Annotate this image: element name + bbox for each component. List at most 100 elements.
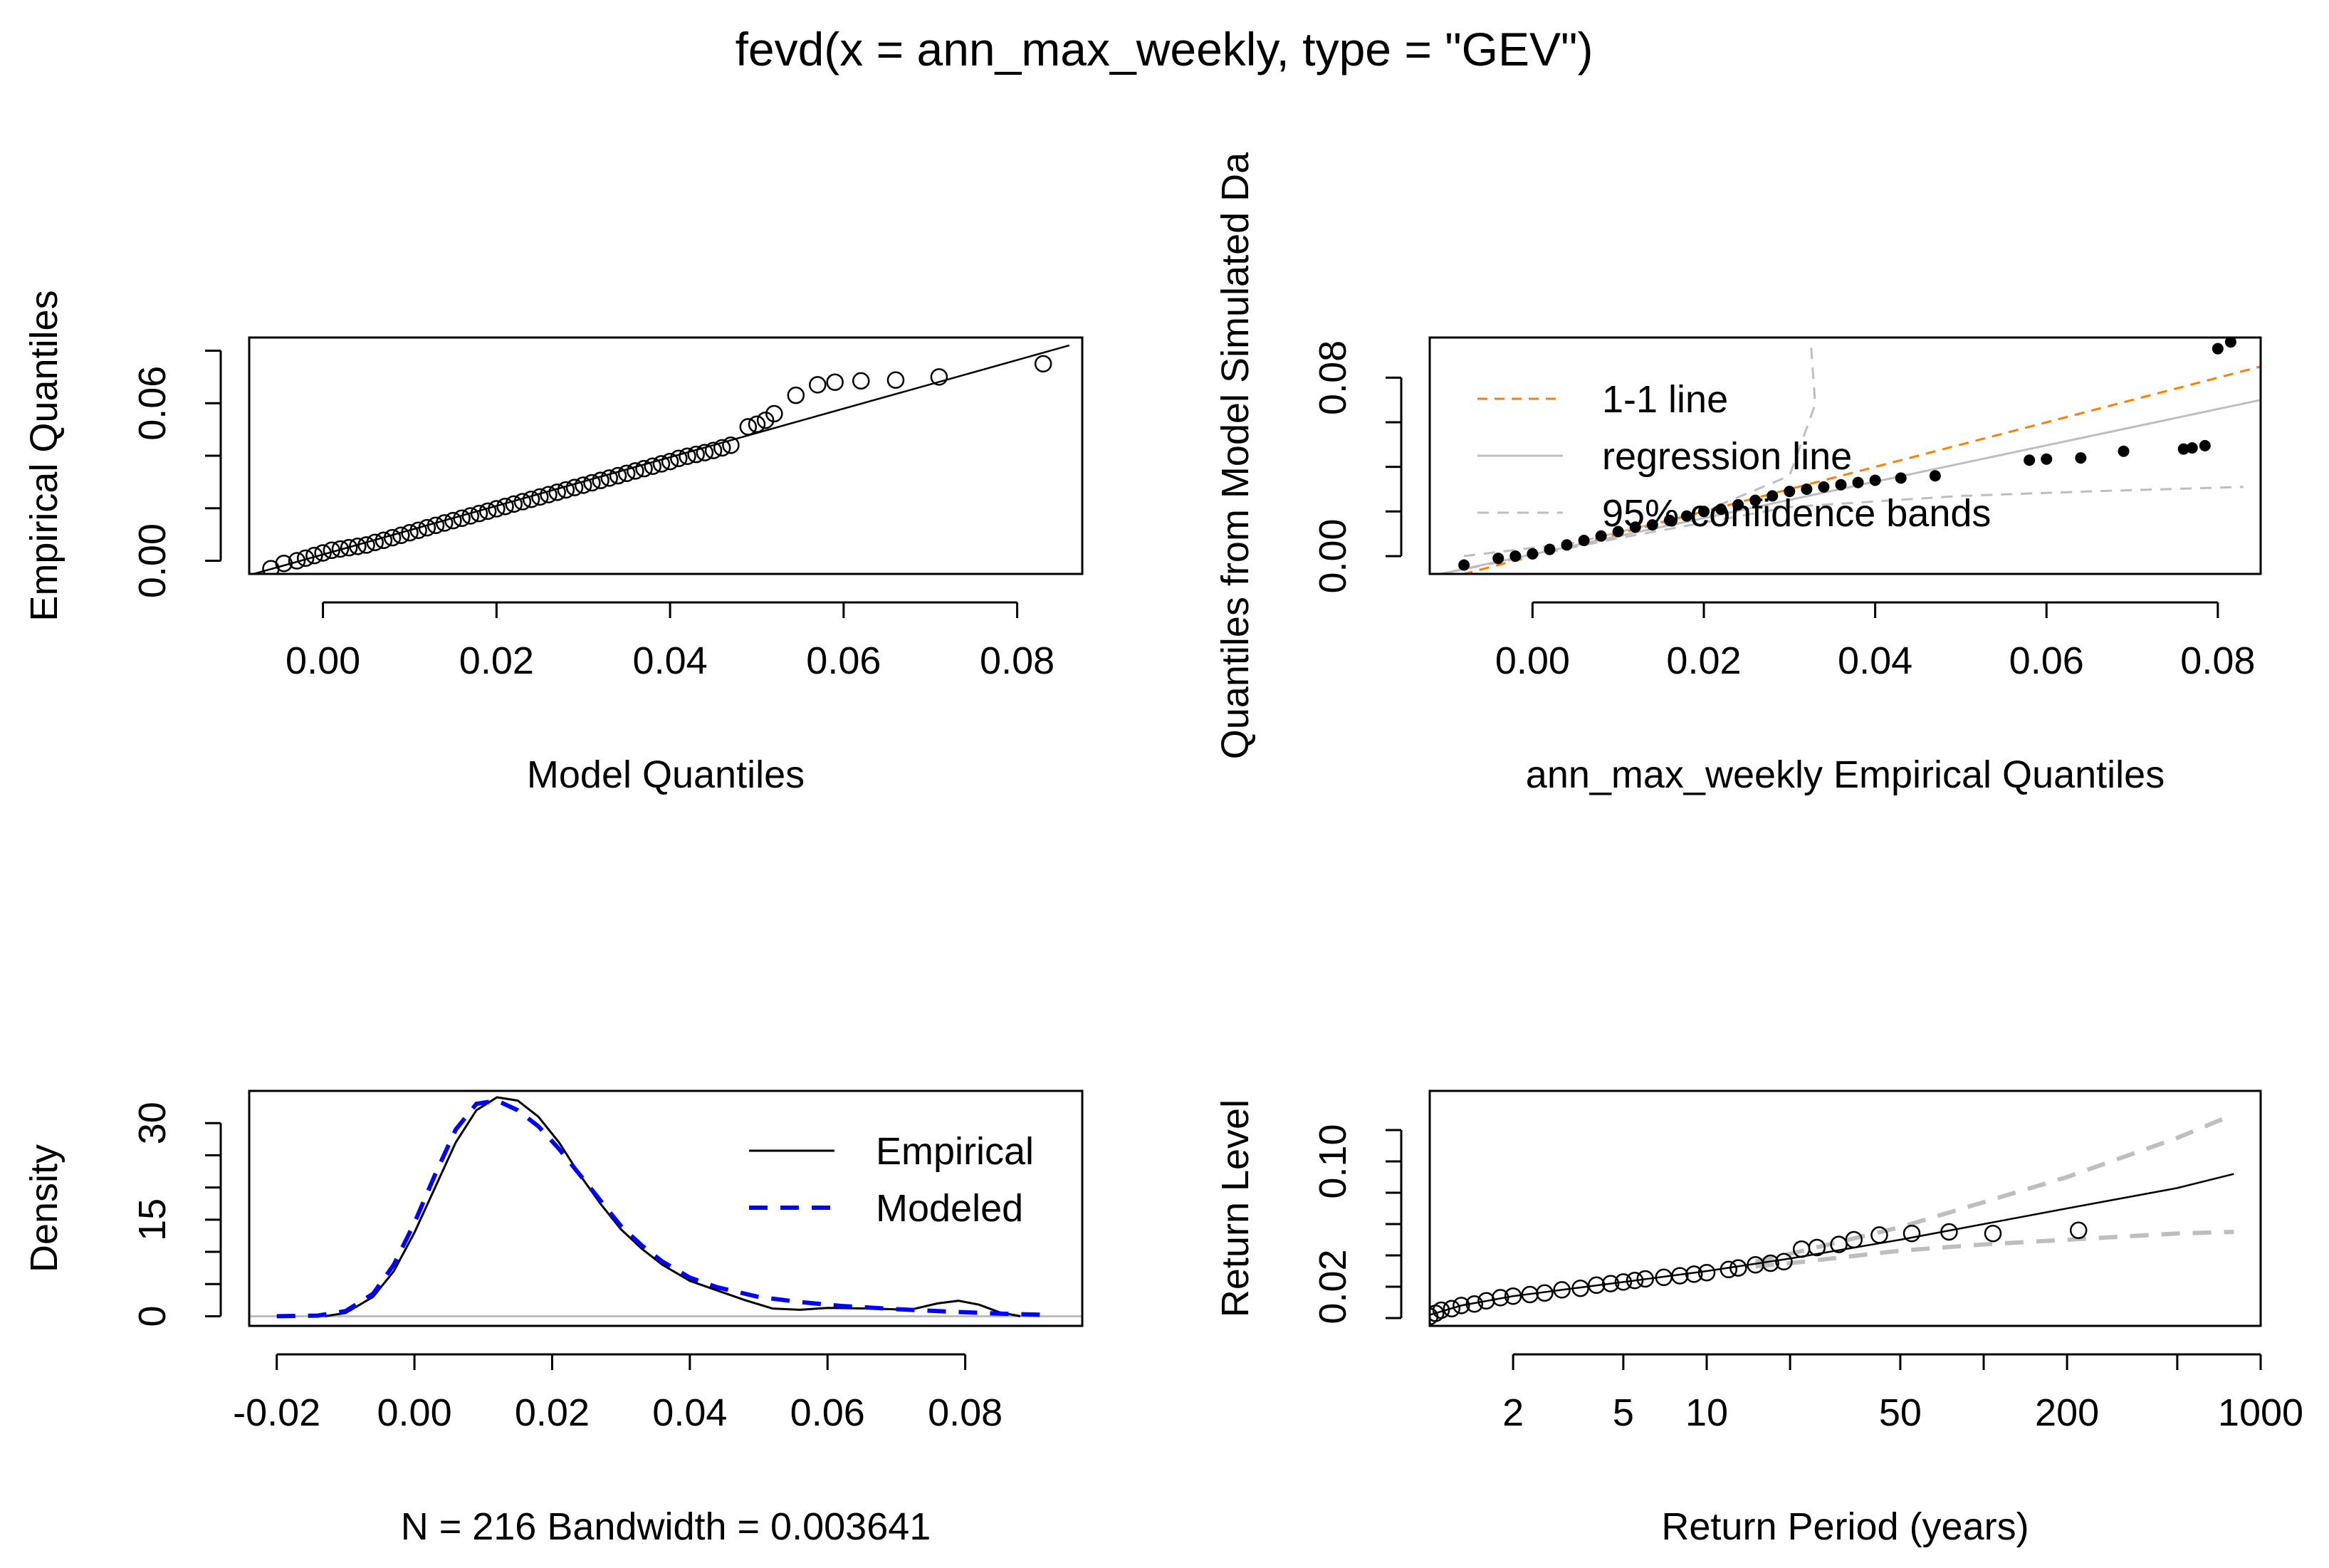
data-point (1801, 483, 1813, 495)
data-point (435, 514, 454, 532)
data-point (609, 466, 627, 485)
data-point (305, 546, 323, 565)
data-point (1697, 1263, 1716, 1282)
y-tick-label: 0.02 (1312, 1249, 1354, 1324)
data-point (1626, 1271, 1644, 1290)
data-point (1544, 543, 1556, 555)
x-tick-label: 50 (1879, 1391, 1922, 1434)
data-point (1940, 1223, 1958, 1241)
data-point (1749, 494, 1762, 506)
data-point (1697, 506, 1710, 518)
data-point (600, 469, 619, 487)
data-point (644, 457, 661, 476)
plot-frame (248, 1089, 1084, 1327)
data-point (574, 476, 592, 494)
data-point (1432, 1301, 1450, 1319)
ci-lower-line (1755, 1230, 2234, 1269)
data-point (1870, 1226, 1888, 1244)
data-point (331, 540, 350, 558)
panels: 0.00 0.02 0.04 0.06 0.08 0.00 0.06 Model Quanti… (23, 152, 2303, 1548)
data-point (357, 536, 375, 554)
x-axis: 0.00 0.02 0.04 0.06 0.08 (286, 601, 1054, 682)
data-point (565, 479, 584, 496)
x-tick-label: 0.04 (1838, 639, 1912, 682)
data-point (1636, 1270, 1654, 1288)
data-point (1629, 521, 1641, 533)
data-point (470, 504, 488, 523)
data-point (739, 418, 758, 436)
x-tick-label: 0.04 (633, 639, 708, 682)
panel-return_level: 2 5 10 50 200 1000 0.02 0.10 Return Period (year… (1214, 1089, 2303, 1548)
x-tick-label: 0.00 (286, 639, 360, 682)
data-point (1845, 1230, 1863, 1249)
data-point (852, 372, 870, 390)
data-point (1767, 490, 1779, 502)
x-axis: 0.00 0.02 0.04 0.06 0.08 (1495, 601, 2255, 682)
data-point (2118, 445, 2130, 457)
data-point (1808, 1238, 1826, 1257)
data-point (787, 386, 805, 404)
data-point (392, 526, 410, 545)
data-point (1715, 503, 1727, 516)
data-point (1929, 470, 1941, 482)
data-point (1561, 539, 1573, 551)
ci-upper-line (1754, 1112, 2235, 1264)
data-point (1646, 519, 1658, 531)
data-point (1895, 472, 1907, 484)
data-point (1504, 1287, 1522, 1305)
x-axis-label: ann_max_weekly Empirical Quantiles (1526, 753, 2165, 796)
panel-qq_model: 0.00 0.02 0.04 0.06 0.08 0.00 0.06 Model Quanti… (23, 290, 1084, 796)
y-axis: 0 15 30 (131, 1102, 222, 1327)
legend: Empirical Modeled (749, 1130, 1034, 1230)
y-tick-label: 15 (131, 1198, 174, 1241)
data-point (1578, 535, 1590, 547)
data-point (2199, 439, 2211, 451)
data-point (444, 511, 462, 530)
data-point (1784, 486, 1796, 498)
data-point (1732, 498, 1744, 511)
data-point (930, 368, 948, 386)
data-point (1685, 1265, 1703, 1283)
data-point (340, 538, 358, 557)
data-point (323, 541, 341, 560)
data-point (1595, 530, 1607, 542)
data-point (1903, 1224, 1921, 1243)
panel-density: Empirical Modeled -0.02 0.00 0.02 0.04 0.06 0.0… (23, 1089, 1084, 1548)
legend-label: Modeled (876, 1187, 1023, 1230)
data-point (1527, 548, 1539, 560)
data-point (1465, 1295, 1484, 1313)
data-point (679, 447, 696, 465)
data-point (418, 518, 436, 537)
data-point (627, 462, 644, 480)
x-tick-label: 0.00 (1495, 639, 1570, 682)
data-point (670, 449, 688, 467)
data-point (2075, 452, 2087, 464)
data-point (383, 528, 402, 547)
data-point (1614, 1273, 1633, 1291)
data-point (696, 444, 714, 461)
data-point (2041, 453, 2053, 465)
x-axis-label: N = 216 Bandwidth = 0.003641 (401, 1505, 931, 1548)
x-tick-label: 0.08 (928, 1391, 1003, 1434)
x-tick-label: 0.02 (1666, 639, 1741, 682)
x-tick-label: 0.02 (459, 639, 534, 682)
data-point (522, 490, 540, 508)
data-point (1453, 1297, 1470, 1314)
data-point (1492, 553, 1504, 565)
data-point (661, 452, 679, 471)
plot-area (1435, 338, 2261, 574)
x-tick-label: 0.08 (2180, 639, 2255, 682)
x-tick-label: 0.06 (790, 1391, 865, 1434)
data-point (1492, 1289, 1509, 1307)
data-point (1458, 559, 1470, 571)
data-point (296, 549, 315, 568)
y-tick-label: 0.00 (131, 523, 174, 598)
data-point (1729, 1259, 1747, 1277)
data-point (505, 495, 523, 513)
data-point (496, 497, 514, 516)
x-tick-label: 0.04 (652, 1391, 727, 1434)
ci-upper-line (1463, 344, 1816, 558)
x-axis-label: Model Quantiles (527, 753, 805, 796)
data-point (1671, 1267, 1689, 1285)
plot-frame (248, 336, 1084, 575)
